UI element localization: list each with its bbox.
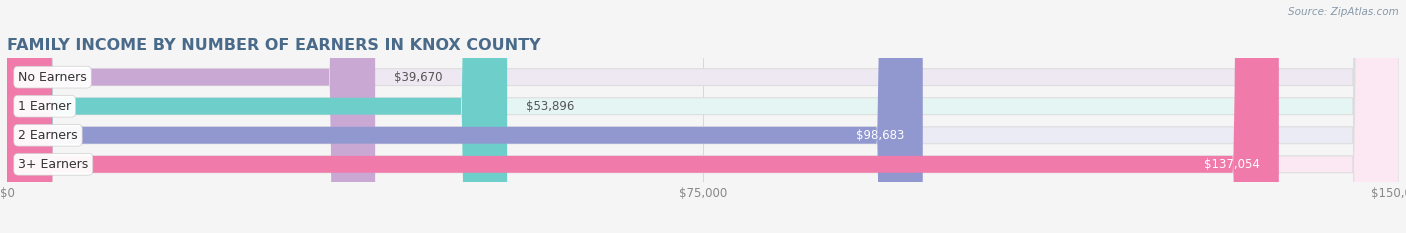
Text: $137,054: $137,054: [1205, 158, 1260, 171]
Text: Source: ZipAtlas.com: Source: ZipAtlas.com: [1288, 7, 1399, 17]
FancyBboxPatch shape: [7, 0, 1279, 233]
Text: 1 Earner: 1 Earner: [18, 100, 72, 113]
FancyBboxPatch shape: [7, 0, 1399, 233]
Text: $98,683: $98,683: [856, 129, 904, 142]
FancyBboxPatch shape: [7, 0, 508, 233]
FancyBboxPatch shape: [7, 0, 1399, 233]
Text: $53,896: $53,896: [526, 100, 574, 113]
FancyBboxPatch shape: [7, 0, 922, 233]
Text: No Earners: No Earners: [18, 71, 87, 84]
FancyBboxPatch shape: [7, 0, 1399, 233]
Text: 2 Earners: 2 Earners: [18, 129, 77, 142]
FancyBboxPatch shape: [7, 0, 375, 233]
FancyBboxPatch shape: [7, 0, 1399, 233]
Text: FAMILY INCOME BY NUMBER OF EARNERS IN KNOX COUNTY: FAMILY INCOME BY NUMBER OF EARNERS IN KN…: [7, 38, 541, 53]
Text: $39,670: $39,670: [394, 71, 443, 84]
Text: 3+ Earners: 3+ Earners: [18, 158, 89, 171]
